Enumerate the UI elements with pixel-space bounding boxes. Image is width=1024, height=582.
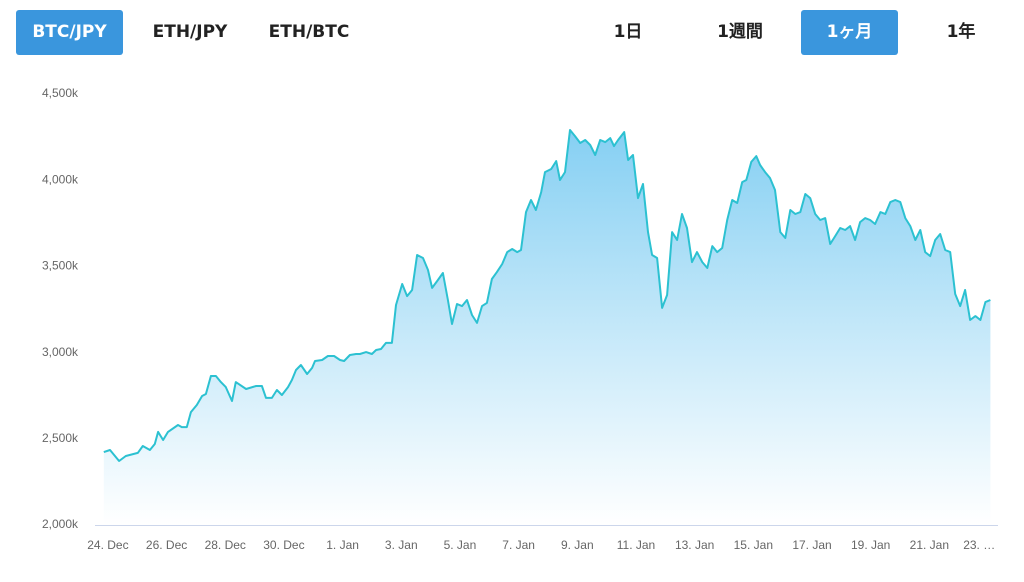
y-tick-label: 4,500k bbox=[42, 86, 79, 100]
x-tick-label: 3. Jan bbox=[385, 538, 418, 552]
x-tick-label: 11. Jan bbox=[617, 538, 655, 552]
x-tick-label: 7. Jan bbox=[502, 538, 535, 552]
y-tick-label: 4,000k bbox=[42, 172, 79, 186]
x-tick-label: 30. Dec bbox=[263, 538, 304, 552]
area bbox=[104, 130, 991, 525]
y-tick-label: 2,500k bbox=[42, 431, 79, 445]
y-tick-label: 3,000k bbox=[42, 345, 79, 359]
chart: 2,000k 2,500k 3,000k 3,500k 4,000k 4,500k 24. … bbox=[0, 0, 1024, 582]
x-tick-label: 24. Dec bbox=[87, 538, 128, 552]
x-tick-label: 13. Jan bbox=[675, 538, 714, 552]
x-tick-label: 1. Jan bbox=[326, 538, 359, 552]
x-tick-label: 19. Jan bbox=[851, 538, 890, 552]
x-tick-label: 9. Jan bbox=[561, 538, 594, 552]
y-tick-label: 2,000k bbox=[42, 517, 79, 531]
page: BTC/JPYETH/JPYETH/BTC1日1週間1ヶ月1年 2,000k2,… bbox=[0, 0, 1024, 582]
x-tick-label: 28. Dec bbox=[205, 538, 246, 552]
x-tick-label: 5. Jan bbox=[444, 538, 477, 552]
x-tick-label: 21. Jan bbox=[910, 538, 949, 552]
y-tick-label: 3,500k bbox=[42, 259, 79, 273]
x-tick-label: 17. Jan bbox=[792, 538, 831, 552]
x-tick-label: 15. Jan bbox=[734, 538, 773, 552]
x-tick-label: 26. Dec bbox=[146, 538, 187, 552]
x-tick-label: 23. … bbox=[963, 538, 995, 552]
